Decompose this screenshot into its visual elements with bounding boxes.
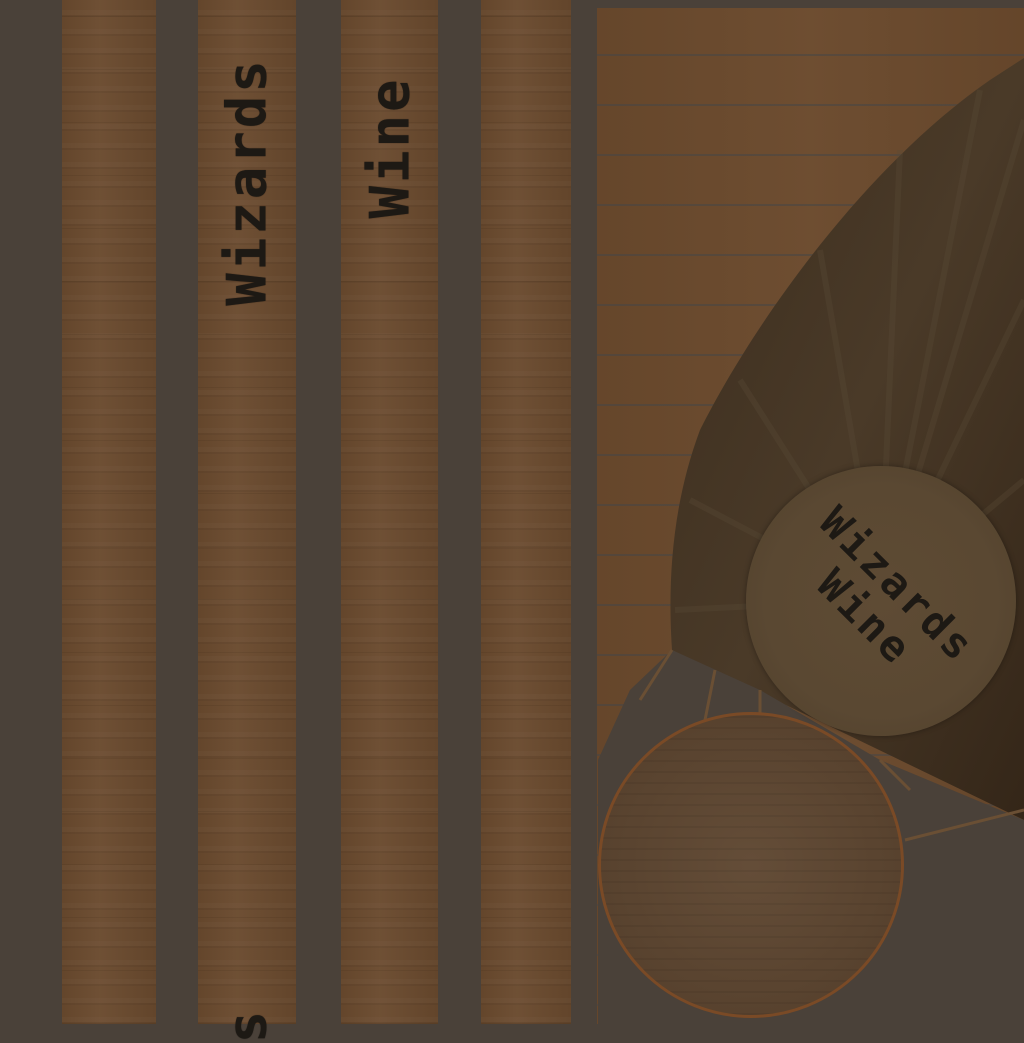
stave-plain-1	[62, 0, 156, 1024]
stave-wizards: Wizards s	[198, 0, 296, 1043]
barrel-end-disc	[598, 712, 904, 1018]
edge-facets	[638, 649, 1024, 842]
stave-plain-2	[481, 0, 571, 1024]
stave-wine: Wine	[341, 0, 438, 1024]
lid-label-disc: Wizards Wine	[746, 466, 1016, 736]
